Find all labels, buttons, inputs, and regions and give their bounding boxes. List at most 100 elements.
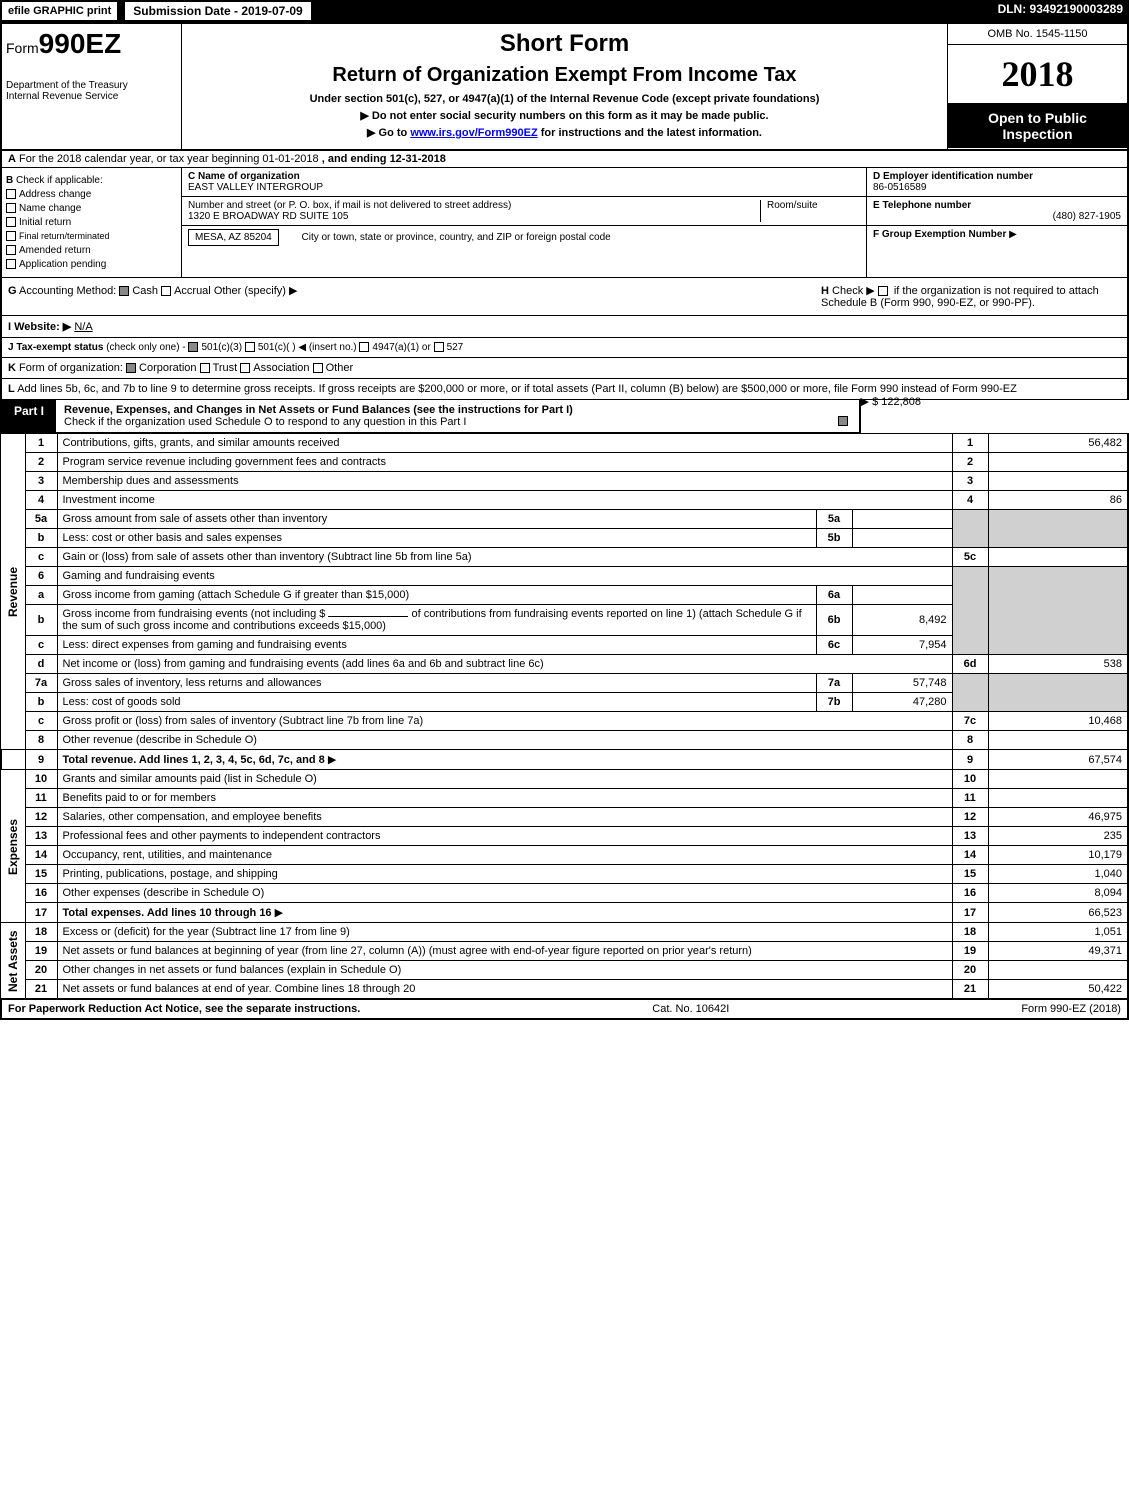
checkbox-accrual[interactable] <box>161 286 171 296</box>
checkbox-amended-return[interactable] <box>6 245 16 255</box>
dept-treasury: Department of the Treasury <box>6 80 177 91</box>
ein-value: 86-0516589 <box>873 182 1121 193</box>
section-b: B Check if applicable: Address change Na… <box>0 168 1129 278</box>
amount <box>988 548 1128 567</box>
box-num: 3 <box>952 472 988 491</box>
table-row: 9 Total revenue. Add lines 1, 2, 3, 4, 5… <box>1 750 1128 770</box>
form-version: Form 990-EZ (2018) <box>1021 1003 1121 1015</box>
line-num: b <box>25 693 57 712</box>
line-num: 8 <box>25 731 57 750</box>
table-row: d Net income or (loss) from gaming and f… <box>1 655 1128 674</box>
return-title: Return of Organization Exempt From Incom… <box>188 64 941 87</box>
line-desc: Investment income <box>57 491 952 510</box>
box-num: 9 <box>952 750 988 770</box>
checkbox-h[interactable] <box>878 286 888 296</box>
checkbox-initial-return[interactable] <box>6 217 16 227</box>
section-i: I Website: ▶ N/A <box>0 316 1129 338</box>
checkbox-501c[interactable] <box>245 342 255 352</box>
j-4947: 4947(a)(1) or <box>372 342 430 353</box>
omb-number: OMB No. 1545-1150 <box>948 24 1127 45</box>
amount: 56,482 <box>988 434 1128 453</box>
amount: 235 <box>988 827 1128 846</box>
table-row: 19 Net assets or fund balances at beginn… <box>1 942 1128 961</box>
revenue-section-label: Revenue <box>1 434 25 750</box>
part-1-title: Revenue, Expenses, and Changes in Net As… <box>64 404 573 416</box>
amount: 67,574 <box>988 750 1128 770</box>
box-num: 17 <box>952 903 988 923</box>
addr-label: Number and street (or P. O. box, if mail… <box>188 200 511 211</box>
net-assets-section-label: Net Assets <box>1 923 25 999</box>
short-form-title: Short Form <box>188 30 941 58</box>
note-link: ▶ Go to www.irs.gov/Form990EZ for instru… <box>188 126 941 139</box>
checkbox-4947[interactable] <box>359 342 369 352</box>
note-ssn: ▶ Do not enter social security numbers o… <box>188 109 941 122</box>
box-num: 7c <box>952 712 988 731</box>
amended-return-label: Amended return <box>19 245 91 256</box>
checkbox-assoc[interactable] <box>240 363 250 373</box>
j-501c: 501(c)( ) ◀ (insert no.) <box>258 342 357 353</box>
paperwork-notice: For Paperwork Reduction Act Notice, see … <box>8 1003 360 1015</box>
footer: For Paperwork Reduction Act Notice, see … <box>0 999 1129 1020</box>
checkbox-address-change[interactable] <box>6 189 16 199</box>
checkbox-501c3[interactable] <box>188 342 198 352</box>
irs-link[interactable]: www.irs.gov/Form990EZ <box>410 127 537 139</box>
sub-num: 5a <box>816 510 852 529</box>
sub-num: 6b <box>816 605 852 636</box>
amount: 66,523 <box>988 903 1128 923</box>
checkbox-schedule-o[interactable] <box>838 416 848 426</box>
shaded-cell <box>952 567 988 655</box>
line-desc: Net assets or fund balances at beginning… <box>57 942 952 961</box>
f-label: F Group Exemption Number <box>873 229 1006 240</box>
checkbox-other[interactable] <box>313 363 323 373</box>
line-desc: Printing, publications, postage, and shi… <box>57 865 952 884</box>
amount <box>988 472 1128 491</box>
box-num: 1 <box>952 434 988 453</box>
line-num: 7a <box>25 674 57 693</box>
line-num: 19 <box>25 942 57 961</box>
name-change-label: Name change <box>19 203 81 214</box>
other-specify: Other (specify) ▶ <box>214 285 298 297</box>
line-desc: Membership dues and assessments <box>57 472 952 491</box>
line-num: 15 <box>25 865 57 884</box>
addr-value: 1320 E BROADWAY RD SUITE 105 <box>188 211 511 222</box>
checkbox-trust[interactable] <box>200 363 210 373</box>
section-a-text: For the 2018 calendar year, or tax year … <box>19 153 319 165</box>
box-num: 6d <box>952 655 988 674</box>
line-num: c <box>25 548 57 567</box>
line-num: 5a <box>25 510 57 529</box>
j-527: 527 <box>447 342 464 353</box>
form-number-big: 990EZ <box>39 28 122 59</box>
table-row: Net Assets 18 Excess or (deficit) for th… <box>1 923 1128 942</box>
g-label: G <box>8 285 17 297</box>
e-label: E Telephone number <box>873 200 971 211</box>
line-desc: Occupancy, rent, utilities, and maintena… <box>57 846 952 865</box>
line-desc: Gain or (loss) from sale of assets other… <box>57 548 952 567</box>
line-desc: Less: cost or other basis and sales expe… <box>57 529 816 548</box>
line-num: b <box>25 605 57 636</box>
open-public-inspection: Open to Public Inspection <box>948 104 1127 148</box>
checkbox-name-change[interactable] <box>6 203 16 213</box>
table-row: 11 Benefits paid to or for members 11 <box>1 789 1128 808</box>
line-num: 14 <box>25 846 57 865</box>
line-desc: Other revenue (describe in Schedule O) <box>57 731 952 750</box>
table-row: Revenue 1 Contributions, gifts, grants, … <box>1 434 1128 453</box>
checkbox-final-return[interactable] <box>6 231 16 241</box>
checkbox-corp[interactable] <box>126 363 136 373</box>
line-num: 6 <box>25 567 57 586</box>
table-row: 8 Other revenue (describe in Schedule O)… <box>1 731 1128 750</box>
line-num: 13 <box>25 827 57 846</box>
line-desc: Gaming and fundraising events <box>57 567 952 586</box>
note2-post: for instructions and the latest informat… <box>538 127 762 139</box>
shaded-cell <box>988 510 1128 548</box>
checkbox-527[interactable] <box>434 342 444 352</box>
efile-print-button[interactable]: efile GRAPHIC print <box>0 0 119 22</box>
checkbox-app-pending[interactable] <box>6 259 16 269</box>
check-if-applicable: Check if applicable: <box>16 175 103 186</box>
room-suite: Room/suite <box>760 200 860 222</box>
box-num: 20 <box>952 961 988 980</box>
checkbox-cash[interactable] <box>119 286 129 296</box>
f-arrow: ▶ <box>1009 229 1017 240</box>
app-pending-label: Application pending <box>19 259 106 270</box>
line-num: 4 <box>25 491 57 510</box>
website-label: I Website: ▶ <box>8 321 71 333</box>
